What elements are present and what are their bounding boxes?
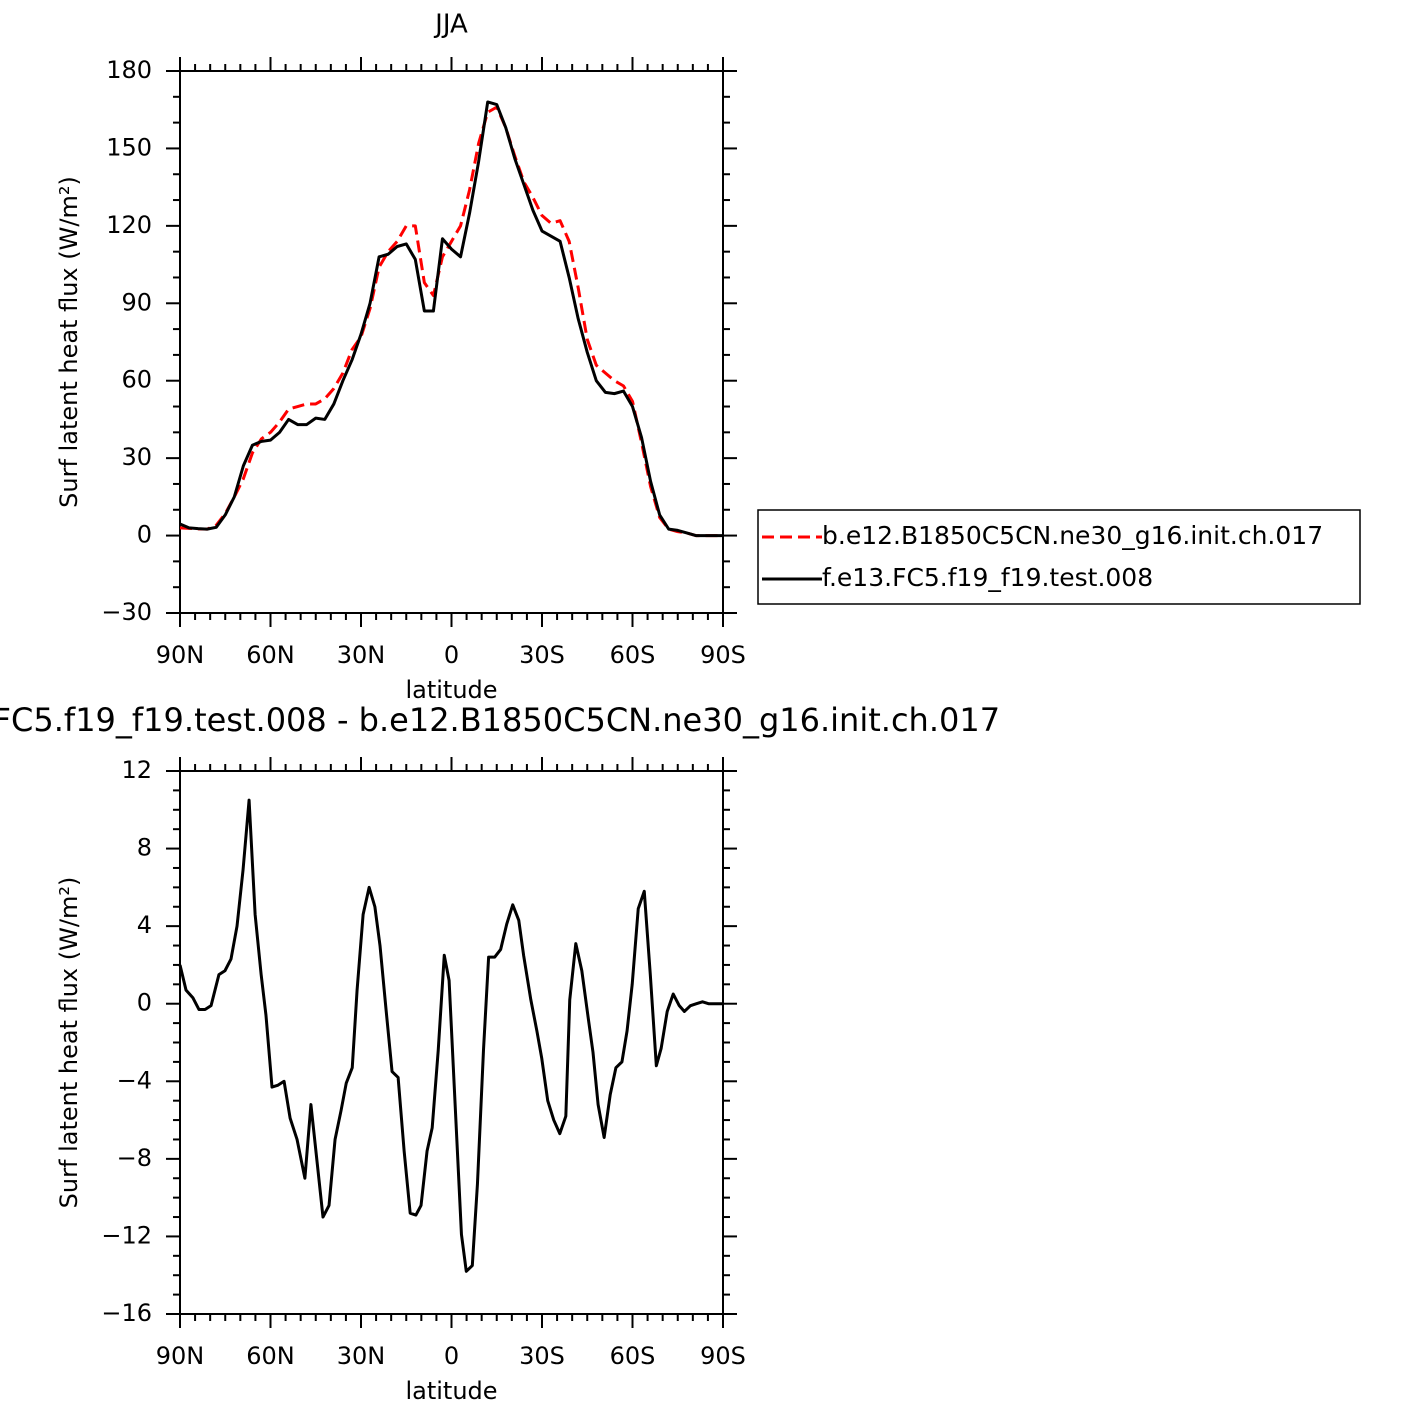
y-tick-label: 180: [106, 56, 152, 84]
y-tick-label: −12: [101, 1221, 152, 1249]
x-tick-label: 60N: [246, 1342, 295, 1370]
y-tick-label: 150: [106, 133, 152, 161]
y-tick-label: 60: [121, 366, 152, 394]
legend-label: f.e13.FC5.f19_f19.test.008: [822, 563, 1153, 592]
y-tick-label: 4: [137, 911, 152, 939]
x-tick-label: 30N: [337, 641, 386, 669]
x-tick-label: 0: [444, 1342, 459, 1370]
y-tick-label: 120: [106, 211, 152, 239]
y-tick-label: 12: [121, 756, 152, 784]
x-tick-label: 30S: [519, 1342, 565, 1370]
x-tick-label: 60N: [246, 641, 295, 669]
x-axis-label: latitude: [405, 676, 497, 704]
y-tick-label: 90: [121, 288, 152, 316]
plot-frame: [179, 770, 724, 1315]
data-line: [179, 105, 723, 538]
y-tick-label: 30: [121, 443, 152, 471]
y-axis-label: Surf latent heat flux (W/m²): [55, 176, 83, 508]
chart-title: f.e13.FC5.f19_f19.test.008 - b.e12.B1850…: [0, 701, 1000, 739]
y-tick-label: −30: [101, 598, 152, 626]
x-tick-label: 30N: [337, 1342, 386, 1370]
x-tick-label: 60S: [610, 1342, 656, 1370]
chart-title: JJA: [433, 10, 468, 40]
y-tick-label: 0: [137, 989, 152, 1017]
legend-box: [757, 509, 1361, 605]
x-tick-label: 90N: [156, 641, 205, 669]
x-tick-label: 0: [444, 641, 459, 669]
x-axis-label: latitude: [405, 1377, 497, 1405]
y-tick-label: −8: [117, 1144, 152, 1172]
data-line: [179, 100, 723, 538]
plot-area: [178, 798, 723, 1273]
y-tick-label: 0: [137, 521, 152, 549]
y-axis-label: Surf latent heat flux (W/m²): [55, 877, 83, 1209]
y-tick-label: −16: [101, 1299, 152, 1327]
plot-frame: [179, 70, 724, 614]
x-tick-label: 30S: [519, 641, 565, 669]
x-tick-label: 90N: [156, 1342, 205, 1370]
plot-area: [179, 100, 723, 538]
x-tick-label: 90S: [700, 641, 746, 669]
data-line: [178, 798, 723, 1273]
legend-label: b.e12.B1850C5CN.ne30_g16.init.ch.017: [822, 521, 1323, 550]
x-tick-label: 60S: [610, 641, 656, 669]
y-tick-label: −4: [117, 1066, 152, 1094]
y-tick-label: 8: [137, 834, 152, 862]
x-tick-label: 90S: [700, 1342, 746, 1370]
